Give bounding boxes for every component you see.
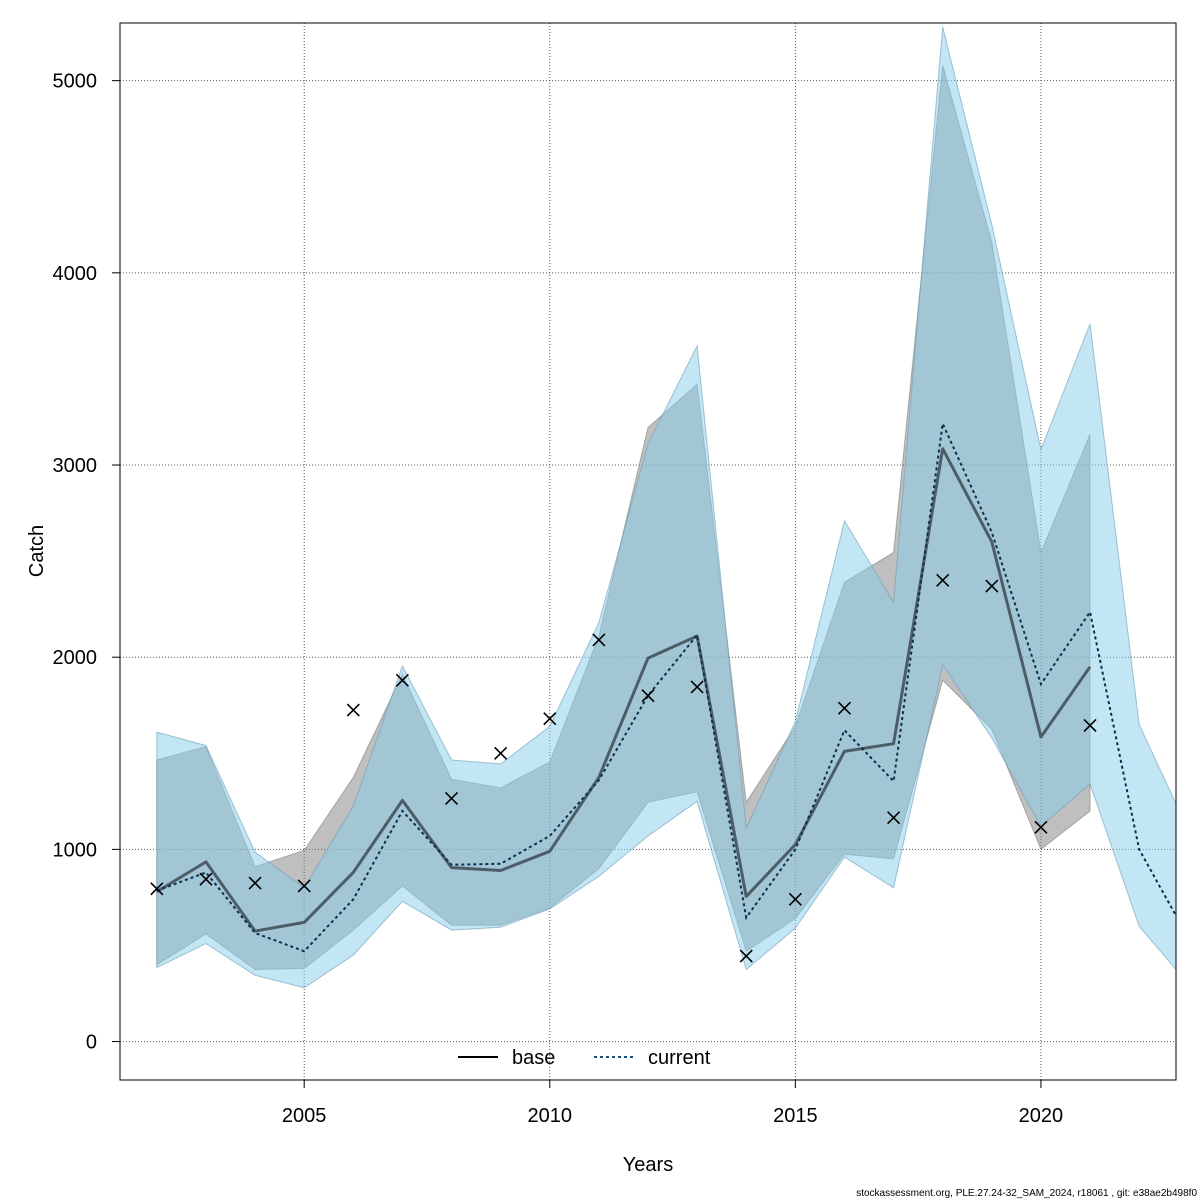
observed-point-2003: [199, 872, 213, 886]
y-tick-label-4000: 4000: [53, 263, 98, 285]
observed-point-2019: [985, 579, 999, 593]
x-axis: 2005 2010 2015 2020: [282, 1080, 1063, 1127]
x-tick-label-2015: 2015: [773, 1105, 818, 1127]
observed-point-2005: [297, 879, 311, 893]
y-axis: 0 1000 2000 3000 4000 5000: [53, 71, 120, 1054]
y-axis-title: Catch: [26, 525, 48, 577]
base-series-line: [156, 447, 1092, 933]
observed-point-2018: [936, 573, 950, 587]
observed-point-2006: [346, 703, 360, 717]
x-axis-title: Years: [623, 1154, 673, 1176]
legend-base-label: base: [512, 1047, 555, 1069]
observed-point-2012: [641, 689, 655, 703]
observed-point-2013: [690, 680, 704, 694]
x-tick-label-2020: 2020: [1019, 1105, 1064, 1127]
y-tick-label-3000: 3000: [53, 455, 98, 477]
observed-point-2015: [788, 892, 802, 906]
y-tick-label-2000: 2000: [53, 647, 98, 669]
observed-point-2007: [395, 673, 409, 687]
legend: base current: [458, 1047, 711, 1069]
current-series-line: [156, 420, 1176, 953]
y-tick-label-0: 0: [86, 1032, 97, 1054]
plot-frame: [119, 22, 1177, 1081]
y-tick-label-5000: 5000: [53, 71, 98, 93]
observed-point-2021: [1083, 718, 1097, 732]
x-tick-label-2010: 2010: [528, 1105, 573, 1127]
current-confidence-band: [156, 26, 1176, 989]
observed-point-2020: [1034, 820, 1048, 834]
y-tick-label-1000: 1000: [53, 839, 98, 861]
observed-point-2008: [444, 791, 459, 806]
confidence-bands: [156, 26, 1176, 989]
observed-point-2011: [592, 633, 606, 647]
observed-point-2016: [837, 701, 852, 715]
observed-point-2002: [150, 882, 164, 896]
observed-points: [150, 573, 1097, 963]
legend-current-label: current: [648, 1047, 711, 1069]
observed-point-2010: [543, 712, 557, 726]
footer-credit: stockassessment.org, PLE.27.24-32_SAM_20…: [856, 1188, 1197, 1199]
observed-point-2014: [739, 949, 753, 963]
observed-point-2009: [494, 746, 508, 760]
observed-point-2017: [887, 811, 901, 825]
series-lines: [156, 420, 1176, 953]
observed-point-2004: [248, 876, 262, 890]
x-tick-label-2005: 2005: [282, 1105, 327, 1127]
